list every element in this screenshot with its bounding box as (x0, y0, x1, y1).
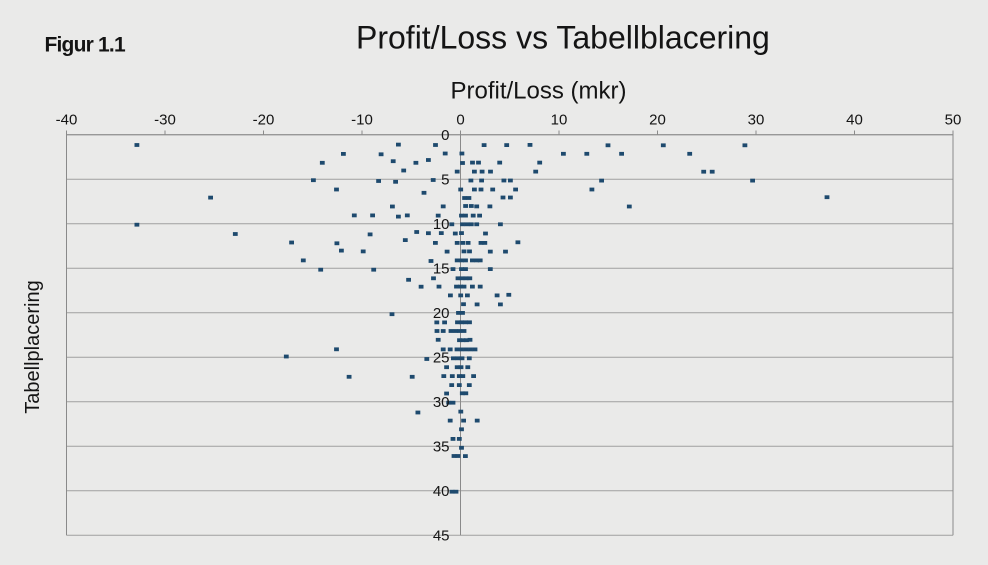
svg-text:-10: -10 (351, 111, 373, 128)
svg-text:20: 20 (433, 305, 450, 322)
svg-text:20: 20 (649, 111, 666, 128)
svg-text:10: 10 (433, 216, 450, 233)
svg-text:50: 50 (945, 111, 962, 128)
svg-text:-20: -20 (253, 111, 275, 128)
svg-text:5: 5 (441, 172, 449, 189)
svg-text:30: 30 (433, 394, 450, 411)
svg-text:30: 30 (748, 111, 765, 128)
svg-text:45: 45 (433, 528, 450, 545)
svg-text:0: 0 (456, 111, 464, 128)
svg-text:25: 25 (433, 350, 450, 367)
svg-text:35: 35 (433, 439, 450, 456)
svg-text:0: 0 (441, 127, 449, 144)
svg-text:15: 15 (433, 261, 450, 278)
svg-text:-30: -30 (154, 111, 176, 128)
svg-text:40: 40 (433, 483, 450, 500)
svg-text:Profit/Loss (mkr): Profit/Loss (mkr) (451, 77, 627, 104)
svg-text:10: 10 (551, 111, 568, 128)
svg-text:Profit/Loss vs Tabellblacering: Profit/Loss vs Tabellblacering (356, 19, 770, 55)
svg-text:Figur 1.1: Figur 1.1 (45, 34, 126, 57)
svg-text:-40: -40 (56, 111, 78, 128)
svg-text:40: 40 (846, 111, 863, 128)
svg-text:Tabellplacering: Tabellplacering (22, 280, 44, 413)
